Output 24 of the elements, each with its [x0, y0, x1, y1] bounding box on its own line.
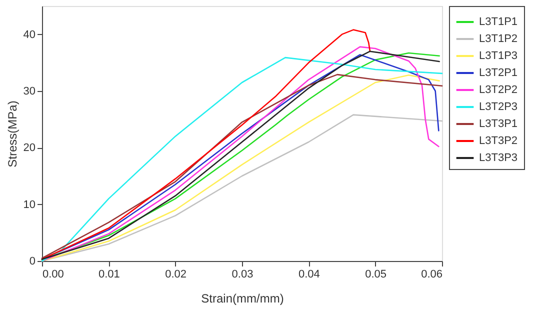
x-axis-title: Strain(mm/mm): [201, 292, 284, 306]
legend-label: L3T1P2: [479, 33, 518, 45]
x-tick-label: 0.00: [42, 268, 64, 280]
x-tick-label: 0.03: [232, 268, 254, 280]
x-tick-label: 0.06: [421, 268, 442, 280]
legend-label: L3T3P2: [479, 135, 518, 147]
y-axis-title: Stress(MPa): [5, 100, 20, 168]
x-tick-label: 0.05: [365, 268, 387, 280]
legend-label: L3T1P1: [479, 16, 518, 28]
x-tick-label: 0.04: [298, 268, 320, 280]
legend-label: L3T2P1: [479, 67, 518, 79]
x-tick-label: 0.02: [165, 268, 187, 280]
legend-label: L3T1P3: [479, 50, 518, 62]
legend-label: L3T2P3: [479, 101, 518, 113]
y-tick-label: 40: [23, 28, 36, 41]
legend-label: L3T3P3: [479, 152, 518, 164]
y-tick-label: 0: [29, 256, 36, 268]
legend-label: L3T3P1: [479, 118, 518, 130]
y-tick-label: 20: [23, 142, 36, 154]
y-tick-label: 30: [23, 86, 36, 98]
y-tick-label: 10: [23, 198, 36, 211]
line-series: [41, 29, 371, 260]
legend-label: L3T2P2: [479, 84, 518, 96]
x-tick-label: 0.01: [98, 268, 120, 280]
